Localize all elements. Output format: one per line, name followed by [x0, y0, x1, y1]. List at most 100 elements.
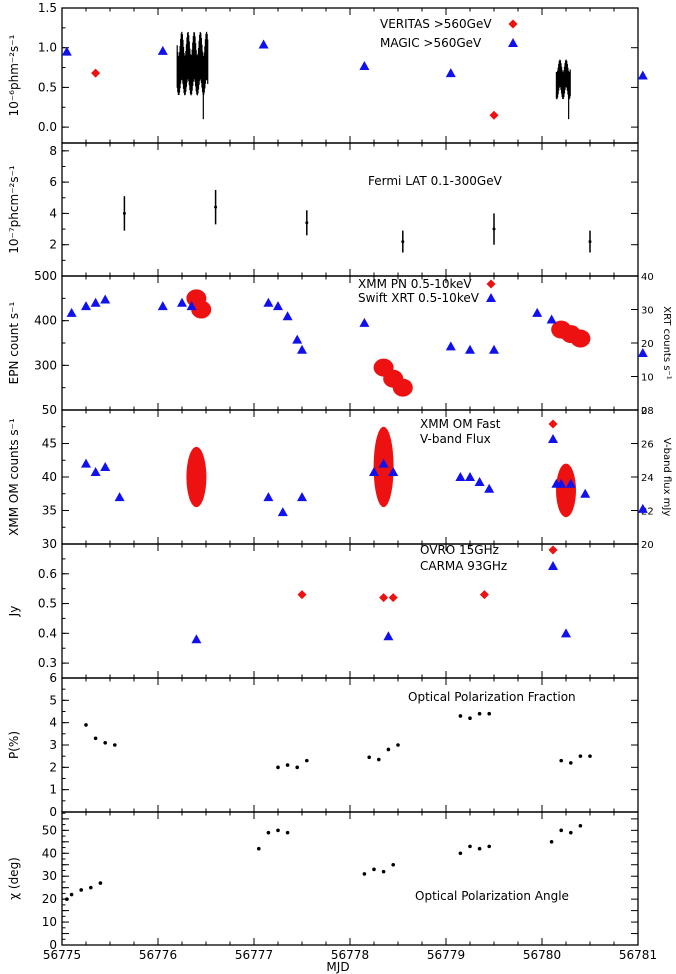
data-point	[465, 344, 475, 354]
data-point	[100, 294, 111, 304]
panel-title: Fermi LAT 0.1-300GeV	[368, 174, 503, 188]
panel-4: 30 35 40 45 50 20 22 24 26 28 V-band flux mJy XMM O…	[7, 403, 672, 551]
y-tick-label: 6	[49, 671, 57, 685]
legend-label: CARMA 93GHz	[420, 559, 507, 573]
y-tick-label: 50	[42, 403, 57, 417]
series-0	[186, 289, 591, 397]
y2-axis-label: XRT counts s⁻¹	[661, 306, 672, 379]
legend-label: MAGIC >560GeV	[380, 36, 482, 50]
y-axis-label: 10⁻⁶phm⁻²s⁻¹	[7, 34, 21, 116]
x-tick-label: 56781	[619, 948, 657, 962]
legend-label: VERITAS >560GeV	[380, 17, 492, 31]
panel-frame	[61, 811, 639, 946]
x-axis-label: MJD	[326, 960, 349, 974]
panel-title: Optical Polarization Fraction	[408, 690, 576, 704]
legend-label: OVRO 15GHz	[420, 543, 499, 557]
y-tick-label: 10	[42, 915, 57, 929]
y-tick-label: 1	[49, 783, 57, 797]
data-point	[455, 472, 466, 481]
data-point	[391, 862, 396, 867]
data-point	[569, 830, 573, 835]
data-point	[157, 301, 168, 311]
legend-marker	[508, 19, 518, 29]
data-point	[458, 714, 463, 718]
y2-tick-label: 28	[641, 406, 654, 417]
legend-marker	[508, 38, 518, 47]
panel-frame	[61, 7, 639, 144]
series-1	[66, 294, 648, 358]
data-point	[359, 60, 370, 70]
data-point	[91, 68, 101, 78]
y-tick-label: 20	[42, 892, 57, 906]
data-point	[263, 297, 274, 307]
panel-7: 0 10 20 30 40 50 χ (deg) Optical Polarization A…	[7, 811, 657, 962]
series-0	[91, 64, 571, 120]
y-tick-label: 6	[49, 175, 57, 189]
data-point	[569, 761, 573, 765]
panel-frame	[61, 275, 639, 411]
y-tick-label: 0	[49, 805, 57, 819]
data-point	[458, 851, 463, 856]
data-point	[383, 631, 394, 641]
data-point	[401, 240, 405, 244]
data-point	[477, 846, 482, 851]
y-tick-label: 40	[42, 846, 57, 860]
y-tick-label: 0.5	[38, 597, 57, 611]
data-point	[305, 758, 309, 763]
y2-tick-label: 20	[641, 339, 654, 350]
data-point	[114, 492, 125, 502]
y-tick-label: 5	[49, 693, 57, 707]
y-tick-label: 0	[49, 938, 57, 952]
y-tick-label: 40	[42, 470, 57, 484]
data-point	[532, 307, 543, 317]
data-point	[388, 593, 398, 603]
data-point	[81, 458, 91, 468]
data-point	[381, 869, 386, 874]
series-0	[65, 823, 583, 901]
data-point	[487, 711, 492, 716]
x-tick-label: 56777	[235, 948, 273, 962]
y-tick-label: 8	[49, 144, 57, 158]
y-tick-label: 3	[49, 738, 57, 752]
data-point	[98, 881, 103, 885]
y-tick-label: 0.3	[38, 656, 57, 670]
panel-title: Optical Polarization Angle	[415, 889, 569, 903]
data-point	[186, 446, 207, 508]
data-point	[489, 344, 499, 354]
data-point	[578, 823, 583, 828]
panel-3: 300 400 500 0 10 20 30 40 XRT counts s⁻¹ EPN coun…	[7, 269, 672, 417]
data-point	[556, 463, 576, 518]
legend-label: Swift XRT 0.5-10keV	[358, 291, 480, 305]
y-axis-label: XMM OM counts s⁻¹	[7, 418, 21, 536]
y-tick-label: 50	[42, 823, 57, 837]
y2-axis-label: V-band flux mJy	[661, 438, 672, 517]
data-point	[276, 828, 280, 833]
data-point	[445, 68, 456, 78]
series-1	[61, 39, 648, 80]
series-0	[186, 426, 576, 518]
data-point	[61, 46, 72, 56]
series-0	[84, 711, 592, 770]
y2-tick-label: 40	[641, 272, 654, 283]
legend-marker	[486, 279, 496, 289]
y-axis-label: Jy	[7, 606, 21, 618]
data-point	[487, 844, 492, 849]
data-point	[285, 763, 290, 767]
y2-tick-label: 30	[641, 306, 654, 317]
data-point	[103, 740, 107, 745]
data-point	[479, 590, 489, 600]
y-tick-label: 300	[34, 358, 57, 372]
legend-label: XMM PN 0.5-10keV	[358, 277, 472, 291]
y-tick-label: 500	[34, 269, 57, 283]
y-tick-label: 400	[34, 314, 57, 328]
data-point	[305, 221, 309, 225]
data-point	[378, 458, 389, 468]
y-tick-label: 1.5	[38, 1, 57, 15]
data-point	[79, 888, 83, 892]
data-point	[359, 317, 370, 327]
y-tick-label: 30	[42, 537, 57, 551]
data-point	[465, 472, 475, 481]
legend-marker	[548, 419, 558, 429]
panels: 0.0 0.5 1.0 1.5 10⁻⁶phm⁻²s⁻¹ VERITAS >560GeV M…	[7, 1, 672, 962]
data-point	[372, 867, 376, 872]
